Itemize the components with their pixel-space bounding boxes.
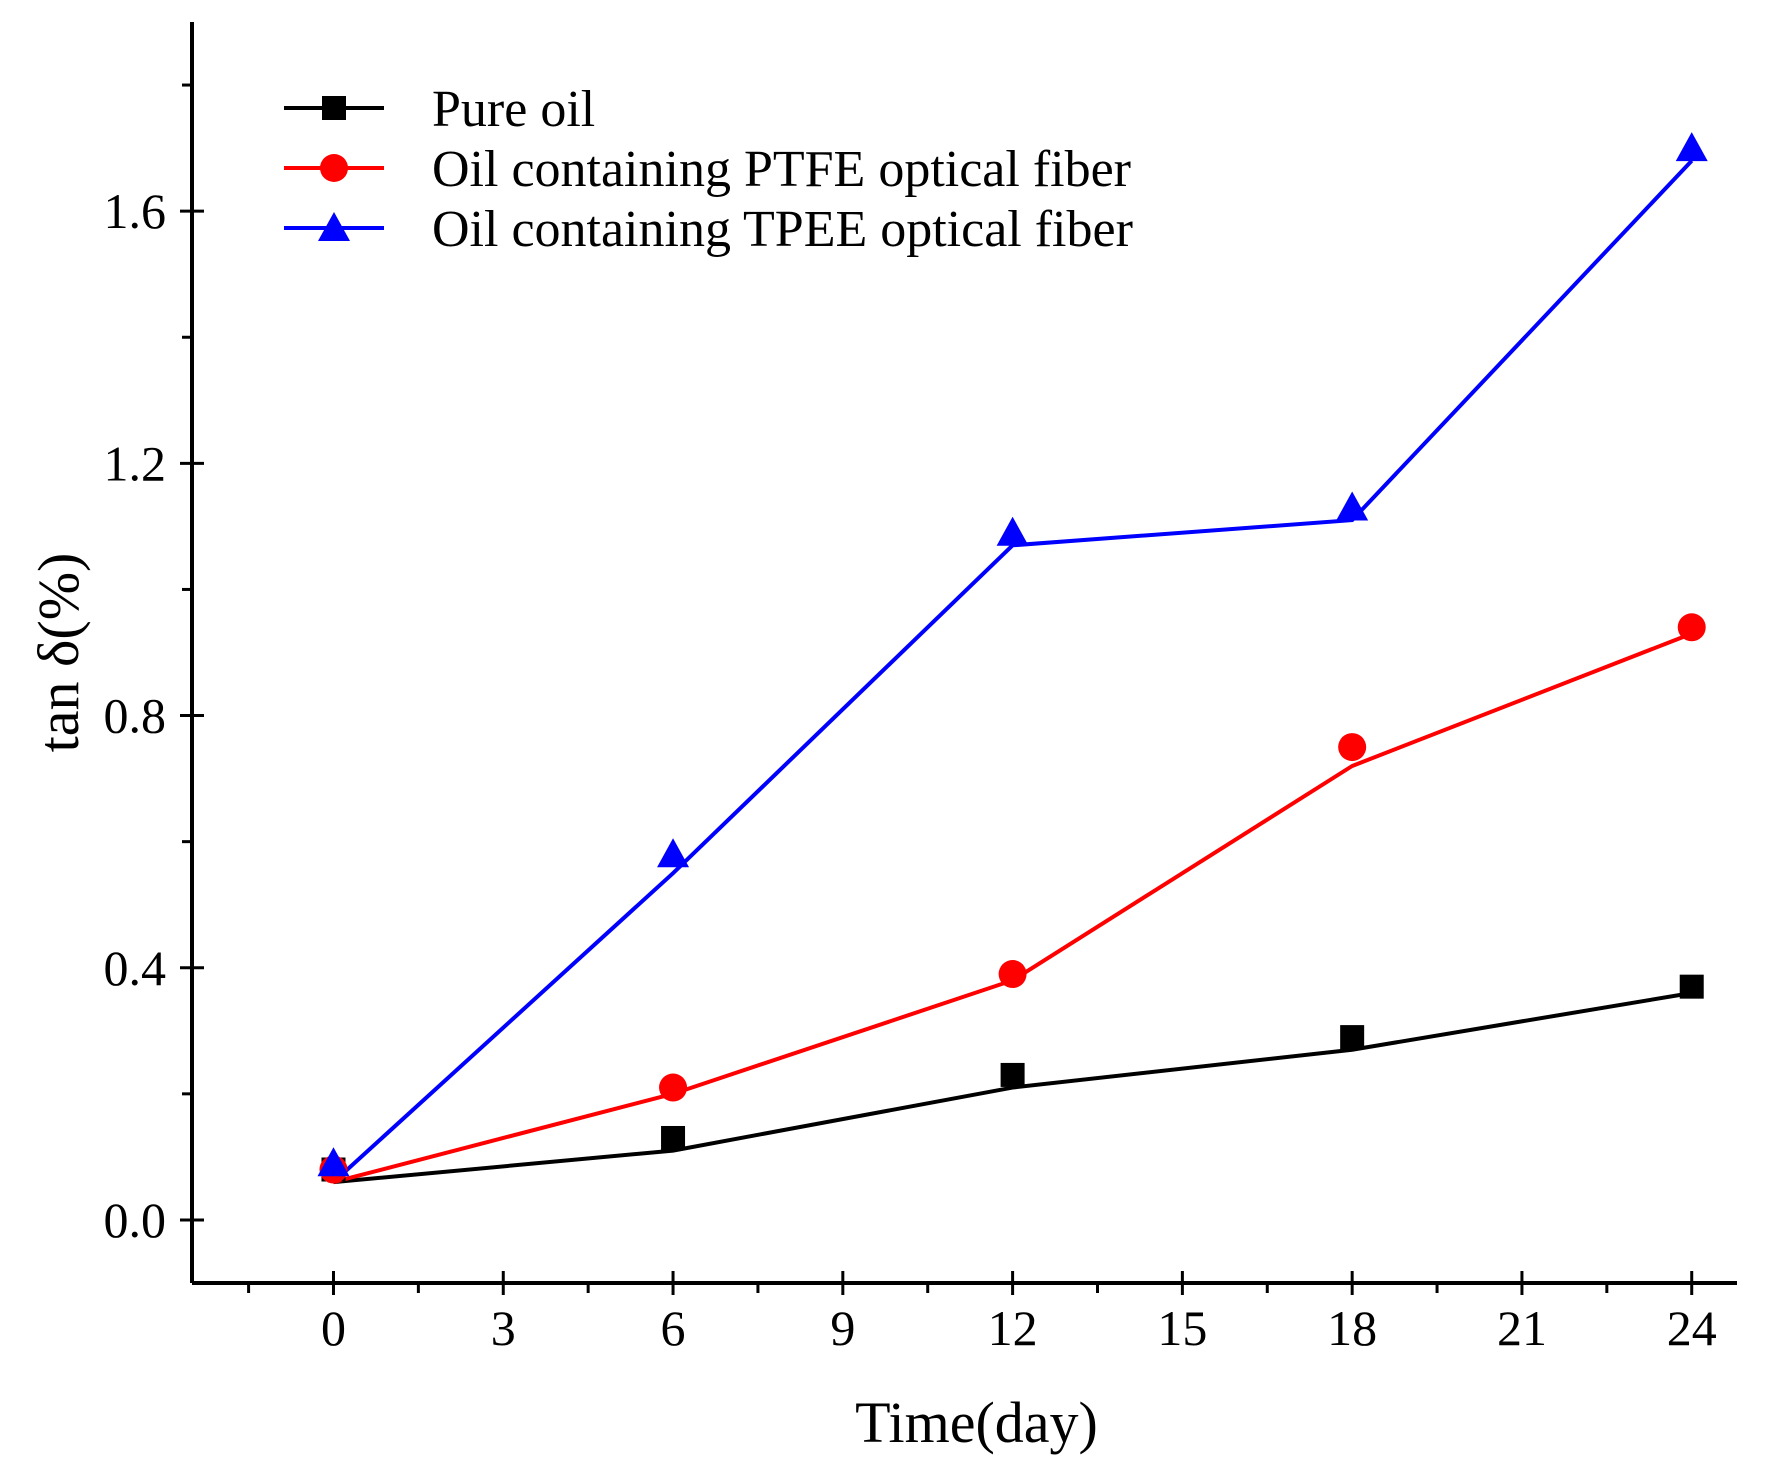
- x-tick-label: 0: [321, 1300, 346, 1356]
- data-point-tpee: [657, 838, 690, 868]
- data-point-pure-oil: [661, 1125, 686, 1150]
- y-tick-label: 0.4: [104, 940, 167, 996]
- legend-marker-pure-oil: [322, 96, 346, 120]
- fit-lines: [332, 159, 1694, 1185]
- legend-label-pure-oil: Pure oil: [432, 81, 595, 138]
- y-tick-label: 1.6: [104, 183, 167, 239]
- x-tick-label: 18: [1327, 1300, 1377, 1356]
- axes: [190, 22, 1737, 1285]
- data-point-pure-oil: [1340, 1025, 1365, 1050]
- x-axis-title: Time(day): [855, 1390, 1098, 1455]
- series-line-pure-oil: [333, 990, 1693, 1185]
- data-point-tpee: [1336, 491, 1369, 521]
- series-line-ptfe: [332, 631, 1693, 1185]
- y-axis-title: tan δ(%): [26, 553, 91, 753]
- x-tick-label: 3: [491, 1300, 516, 1356]
- data-point-tpee: [1675, 132, 1708, 162]
- x-tick-label: 15: [1157, 1300, 1207, 1356]
- data-point-ptfe: [1677, 613, 1706, 642]
- data-point-ptfe: [998, 960, 1027, 989]
- legend-marker-ptfe: [320, 154, 348, 182]
- x-tick-label: 12: [988, 1300, 1038, 1356]
- data-point-tpee: [996, 516, 1029, 546]
- y-tick-label: 0.0: [104, 1192, 167, 1248]
- data-point-tpee: [317, 1147, 350, 1177]
- legend-label-tpee: Oil containing TPEE optical fiber: [432, 201, 1133, 258]
- legend-label-ptfe: Oil containing PTFE optical fiber: [432, 141, 1131, 198]
- data-point-ptfe: [659, 1073, 688, 1102]
- data-point-ptfe: [1338, 733, 1367, 762]
- x-tick-label: 6: [661, 1300, 686, 1356]
- data-point-pure-oil: [1000, 1062, 1025, 1087]
- ticks: 0 3 6 9 12 15 18 21 24 0.0 0.4 0.8 1.2 1.6: [104, 83, 1717, 1356]
- data-point-pure-oil: [1679, 974, 1704, 999]
- legend-marker-tpee: [318, 212, 350, 241]
- x-tick-label: 21: [1497, 1300, 1547, 1356]
- x-tick-label: 24: [1667, 1300, 1717, 1356]
- y-tick-label: 1.2: [104, 435, 167, 491]
- x-tick-label: 9: [830, 1300, 855, 1356]
- data-markers: [317, 132, 1708, 1184]
- y-tick-label: 0.8: [104, 688, 167, 744]
